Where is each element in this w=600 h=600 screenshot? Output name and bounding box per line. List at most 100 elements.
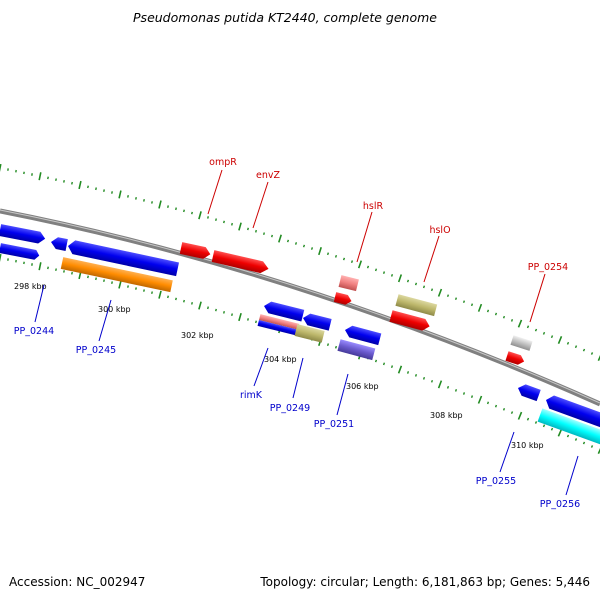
gene-label-rimK[interactable]: rimK: [240, 390, 263, 401]
gene-PP_0245-orange[interactable]: [60, 257, 173, 293]
gene-label-PP_0254[interactable]: PP_0254: [528, 262, 568, 273]
gene-PP_0255[interactable]: [516, 382, 541, 402]
tick-outer-54: [430, 288, 434, 292]
tick-inner-74: [590, 445, 594, 448]
gene-label-ompR[interactable]: ompR: [209, 157, 237, 168]
gene-label-hslR[interactable]: hslR: [363, 201, 384, 212]
tick-inner-41: [326, 343, 330, 347]
gene-hslR[interactable]: [338, 275, 359, 292]
gene-label-PP_0251[interactable]: PP_0251: [314, 419, 354, 430]
gene-left-edge-1[interactable]: [0, 224, 46, 245]
tick-inner-31: [247, 318, 249, 321]
tick-inner-16: [127, 285, 129, 288]
tick-outer-45: [357, 260, 363, 269]
tick-outer-31: [247, 227, 249, 231]
tick-outer-55: [437, 288, 443, 297]
map-title: Pseudomonas putida KT2440, complete geno…: [133, 10, 437, 25]
genome-backbone-highlight: [0, 209, 600, 404]
tick-inner-57: [454, 389, 458, 392]
gene-PP_0249[interactable]: [294, 324, 325, 343]
gene-PP_0244[interactable]: [50, 236, 68, 251]
tick-inner-30: [238, 312, 242, 322]
gene-hslO-2[interactable]: [389, 310, 431, 332]
tick-inner-60: [477, 395, 483, 404]
gene-PP_0256[interactable]: [544, 393, 600, 431]
tick-outer-59: [470, 303, 474, 307]
tick-inner-59: [470, 395, 474, 398]
tick-outer-40: [318, 247, 322, 256]
kbp-label-300: 300 kbp: [98, 305, 131, 314]
tick-outer-69: [550, 335, 554, 339]
tick-outer-21: [167, 205, 169, 208]
gene-PP_0248[interactable]: [302, 312, 332, 331]
tick-outer-68: [542, 331, 546, 335]
gene-left-edge-2[interactable]: [0, 243, 40, 260]
gene-hslR-2[interactable]: [333, 292, 353, 306]
topology-text: Topology: circular; Length: 6,181,863 bp…: [259, 575, 590, 589]
tick-inner-61: [486, 401, 490, 405]
gene-label-PP_0249[interactable]: PP_0249: [270, 403, 310, 414]
tick-inner-24: [191, 302, 193, 305]
tick-outer-5: [38, 172, 42, 181]
gene-PP_0254-2[interactable]: [505, 351, 525, 366]
tick-outer-12: [95, 187, 97, 191]
tick-outer-20: [158, 200, 162, 209]
tick-outer-38: [302, 244, 306, 248]
tick-outer-10: [78, 180, 82, 190]
gene-envZ[interactable]: [211, 250, 270, 275]
tick-inner-73: [582, 441, 586, 445]
gene-PP_0250[interactable]: [343, 324, 382, 346]
gene-hslO[interactable]: [395, 294, 438, 317]
tick-outer-49: [390, 274, 394, 277]
gene-PP_0247[interactable]: [263, 300, 305, 322]
gene-PP_0256-cyan[interactable]: [537, 408, 600, 446]
tick-outer-25: [198, 211, 202, 220]
tick-inner-42: [334, 345, 338, 349]
gene-label-PP_0256[interactable]: PP_0256: [540, 499, 580, 510]
tick-inner-50: [397, 365, 403, 374]
tick-inner-75: [597, 447, 600, 455]
kbp-label-306: 306 kbp: [346, 382, 379, 391]
gene-PP_0245[interactable]: [67, 239, 180, 277]
tick-inner-23: [183, 299, 185, 303]
tick-inner-13: [103, 279, 105, 282]
tick-outer-36: [286, 239, 290, 243]
tick-outer-48: [382, 271, 386, 274]
tick-outer-64: [510, 319, 514, 322]
tick-outer-42: [334, 254, 338, 258]
gene-PP_0254[interactable]: [510, 335, 533, 351]
tick-outer-14: [111, 191, 113, 194]
tick-outer-63: [502, 315, 506, 319]
tick-outer-15: [118, 190, 122, 199]
tick-outer-72: [574, 345, 578, 349]
gene-ompR[interactable]: [179, 242, 212, 260]
tick-outer-58: [462, 300, 466, 304]
kbp-label-308: 308 kbp: [430, 411, 463, 420]
tick-inner-8: [63, 270, 65, 273]
tick-inner-70: [557, 428, 563, 437]
tick-outer-74: [590, 352, 594, 355]
leader-lines-forward: [207, 169, 546, 323]
gene-label-envZ[interactable]: envZ: [256, 170, 280, 181]
gene-label-PP_0255[interactable]: PP_0255: [476, 476, 516, 487]
tick-outer-52: [414, 282, 418, 286]
tick-inner-20: [158, 290, 162, 299]
tick-outer-9: [71, 181, 73, 185]
tick-inner-72: [574, 438, 578, 441]
tick-outer-61: [486, 309, 490, 313]
tick-outer-16: [127, 195, 129, 198]
tick-outer-22: [175, 207, 177, 211]
gene-label-PP_0244[interactable]: PP_0244: [14, 326, 54, 337]
gene-rimK[interactable]: [257, 314, 300, 336]
tick-outer-41: [326, 252, 330, 256]
gene-PP_0251[interactable]: [337, 339, 376, 361]
tick-inner-68: [542, 424, 546, 428]
tick-inner-26: [207, 306, 209, 310]
gene-label-hslO[interactable]: hslO: [429, 225, 450, 236]
tick-outer-57: [454, 297, 458, 301]
tick-inner-11: [87, 275, 89, 279]
tick-outer-39: [310, 247, 314, 250]
gene-label-PP_0245[interactable]: PP_0245: [76, 345, 116, 356]
tick-inner-9: [71, 271, 73, 275]
